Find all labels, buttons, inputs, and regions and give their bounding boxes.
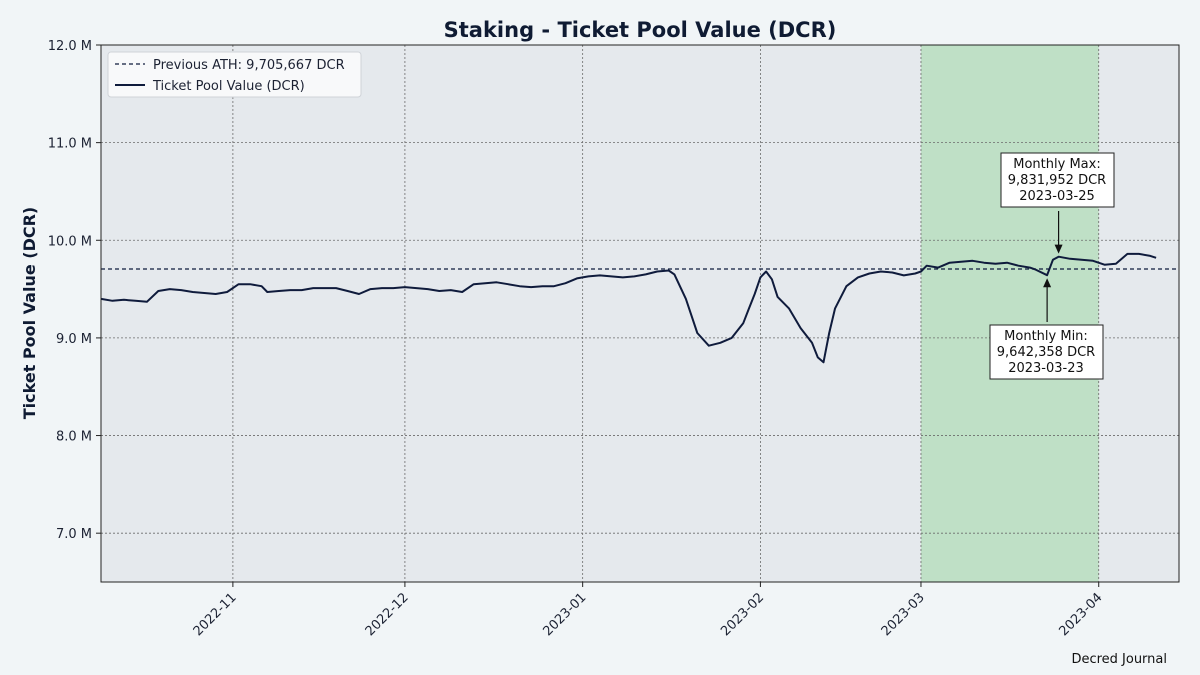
y-axis-ticks: 7.0 M 8.0 M 9.0 M 10.0 M 11.0 M 12.0 M <box>48 39 101 542</box>
y-tick-label: 10.0 M <box>48 234 92 249</box>
credit-text: Decred Journal <box>1071 652 1167 667</box>
ticket-pool-value-line <box>100 252 1157 364</box>
annotation-min-line-2: 9,642,358 DCR <box>997 345 1095 360</box>
legend-series-label: Ticket Pool Value (DCR) <box>152 79 305 94</box>
annotation-max-line-2: 9,831,952 DCR <box>1008 173 1106 188</box>
y-tick-label: 7.0 M <box>56 527 92 542</box>
x-tick-label: 2023-03 <box>879 590 928 639</box>
annotation-max-line-1: Monthly Max: <box>1013 157 1100 172</box>
legend-ath-label: Previous ATH: 9,705,667 DCR <box>153 58 345 73</box>
annotation-min-line-1: Monthly Min: <box>1004 329 1088 344</box>
annotation-max-arrowhead <box>1054 244 1063 254</box>
y-axis-label: Ticket Pool Value (DCR) <box>20 207 39 420</box>
legend-box <box>107 51 362 98</box>
x-axis-ticks: 2022-11 2022-12 2023-01 2023-02 2023-03 2023-… <box>191 582 1106 639</box>
grid-lines <box>101 44 1179 582</box>
annotation-monthly-min: Monthly Min: 9,642,358 DCR 2023-03-23 <box>989 278 1104 380</box>
annotation-monthly-max: Monthly Max: 9,831,952 DCR 2023-03-25 <box>1000 152 1115 254</box>
plot-border <box>100 44 1180 583</box>
annotation-min-box <box>989 324 1104 380</box>
y-tick-label: 12.0 M <box>48 39 92 54</box>
annotation-min-arrowhead <box>1043 278 1052 288</box>
annotation-min-line-3: 2023-03-23 <box>1008 361 1084 376</box>
y-tick-label: 9.0 M <box>56 332 92 347</box>
chart-title: Staking - Ticket Pool Value (DCR) <box>444 18 837 42</box>
annotation-max-line-3: 2023-03-25 <box>1019 189 1095 204</box>
y-tick-label: 11.0 M <box>48 137 92 152</box>
x-tick-label: 2023-02 <box>718 590 767 639</box>
legend: Previous ATH: 9,705,667 DCR Ticket Pool … <box>107 51 362 98</box>
annotation-max-box <box>1000 152 1115 208</box>
x-tick-label: 2022-12 <box>363 590 412 639</box>
x-tick-label: 2022-11 <box>191 590 240 639</box>
x-tick-label: 2023-04 <box>1057 590 1106 639</box>
x-tick-label: 2023-01 <box>540 590 589 639</box>
march-highlight-band <box>920 45 1099 582</box>
y-tick-label: 8.0 M <box>56 430 92 445</box>
